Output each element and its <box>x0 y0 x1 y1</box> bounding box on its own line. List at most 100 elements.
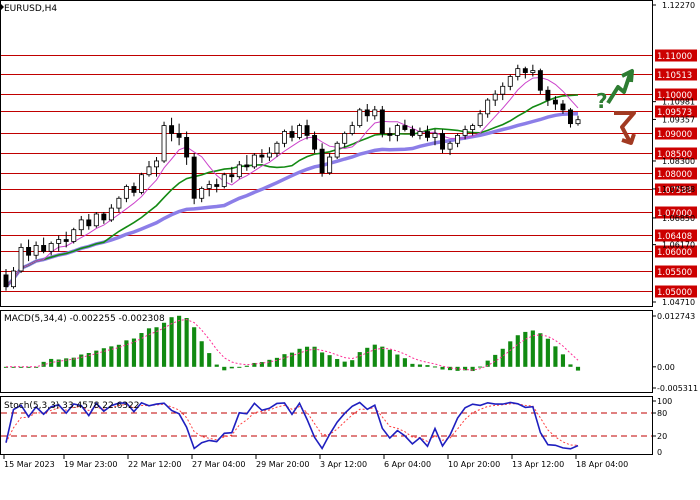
time-label: 3 Apr 12:00 <box>320 460 367 469</box>
candle-body <box>334 142 340 158</box>
candle-body <box>161 125 167 162</box>
candle-body <box>146 166 152 176</box>
candle-body <box>289 131 295 138</box>
level-label-box <box>655 245 697 258</box>
candle-body <box>319 148 325 174</box>
candle-body <box>425 131 430 138</box>
stoch-scale-label: 80 <box>657 409 667 418</box>
macd-bar <box>124 340 129 367</box>
level-label: 1.06000 <box>657 248 692 258</box>
candle-body <box>297 125 302 138</box>
macd-scale-label: 0.012743 <box>657 312 695 321</box>
time-label: 27 Mar 04:00 <box>192 460 245 469</box>
macd-bar <box>350 360 355 367</box>
candle-body <box>86 219 92 227</box>
price-scale-label: 1.06170 <box>662 241 695 250</box>
stochastic-panel[interactable]: Stoch(5,3,3) 33.4578 22.6322 <box>0 396 653 455</box>
level-label-box <box>655 183 697 196</box>
price-scale-label: 1.10981 <box>662 98 695 107</box>
macd-bar <box>463 366 468 371</box>
macd-bar <box>252 362 257 367</box>
candle-body <box>312 135 318 150</box>
forecast-question-mark: ? <box>596 89 608 113</box>
candle-body <box>507 76 513 87</box>
macd-bar <box>342 361 347 367</box>
candle-body <box>342 133 348 144</box>
candle-body <box>93 213 99 227</box>
time-label: 10 Apr 20:00 <box>448 460 500 469</box>
macd-bar <box>237 366 242 368</box>
level-label-box <box>655 49 697 62</box>
macd-bar <box>417 364 423 367</box>
symbol-label: EURUSD,H4 <box>4 4 57 14</box>
macd-bar <box>154 327 159 367</box>
time-label: 29 Mar 20:00 <box>256 460 309 469</box>
macd-bar <box>312 346 317 367</box>
macd-bar <box>94 350 99 367</box>
macd-signal-line <box>6 318 579 371</box>
candle-body <box>191 156 197 199</box>
macd-bar <box>64 358 69 367</box>
candle-body <box>402 125 408 130</box>
level-label-box <box>655 127 697 140</box>
macd-axis: 0.012743 0.00 -0.005311 <box>652 312 698 393</box>
candle-body <box>41 245 47 252</box>
price-panel[interactable]: ? EURUSD,H4 <box>0 0 653 307</box>
macd-bar <box>402 358 407 367</box>
candle-body <box>485 99 491 115</box>
level-label: 1.05500 <box>657 268 692 278</box>
level-label: 1.05000 <box>657 288 692 298</box>
level-label: 1.07000 <box>657 209 692 219</box>
macd-bar <box>116 344 121 367</box>
candle-body <box>568 109 573 125</box>
macd-bar <box>56 359 61 367</box>
macd-panel[interactable]: MACD(5,34,4) -0.002255 -0.002308 <box>0 310 653 393</box>
macd-bar <box>432 366 438 368</box>
macd-bar <box>380 346 385 367</box>
candle-body <box>417 131 423 136</box>
macd-bar <box>184 318 189 367</box>
level-label-box <box>655 206 697 219</box>
arrow-down-icon <box>614 111 636 143</box>
candle-body <box>327 156 333 174</box>
candle-body <box>236 164 242 178</box>
macd-bar <box>274 357 280 367</box>
macd-bar <box>304 346 310 367</box>
macd-bar <box>560 354 566 367</box>
candle-body <box>560 103 566 111</box>
time-label: 18 Apr 04:00 <box>576 460 628 469</box>
candle-body <box>199 188 205 199</box>
candle-body <box>78 219 84 231</box>
macd-bar <box>523 331 528 367</box>
candle-body <box>48 243 54 252</box>
macd-bar <box>192 327 197 367</box>
macd-scale-label: -0.005311 <box>657 384 698 393</box>
macd-bar <box>139 333 144 367</box>
macd-bar <box>244 365 249 367</box>
candle-body <box>274 142 280 154</box>
candle-body <box>492 93 498 101</box>
moving-averages <box>4 76 579 288</box>
candle-body <box>447 142 453 150</box>
macd-bar <box>425 365 430 367</box>
level-label-box <box>655 105 697 118</box>
candle-body <box>169 125 175 134</box>
macd-bar <box>575 366 581 371</box>
level-label-box <box>655 88 697 101</box>
candle-body <box>266 152 272 158</box>
candle-body <box>357 109 363 127</box>
macd-bar <box>86 353 91 367</box>
macd-bar <box>199 341 204 367</box>
macd-bar <box>455 366 460 371</box>
macd-bar <box>553 346 558 367</box>
level-label-box <box>655 265 697 278</box>
macd-bar <box>470 366 475 372</box>
candle-body <box>123 186 129 199</box>
stochastic-label: Stoch(5,3,3) 33.4578 22.6322 <box>4 401 139 411</box>
level-label-box <box>655 147 697 160</box>
candle-body <box>63 239 69 242</box>
level-label: 1.09000 <box>657 130 692 140</box>
macd-bar <box>11 366 16 368</box>
candle-body <box>214 184 220 187</box>
time-label: 19 Mar 23:00 <box>64 460 117 469</box>
